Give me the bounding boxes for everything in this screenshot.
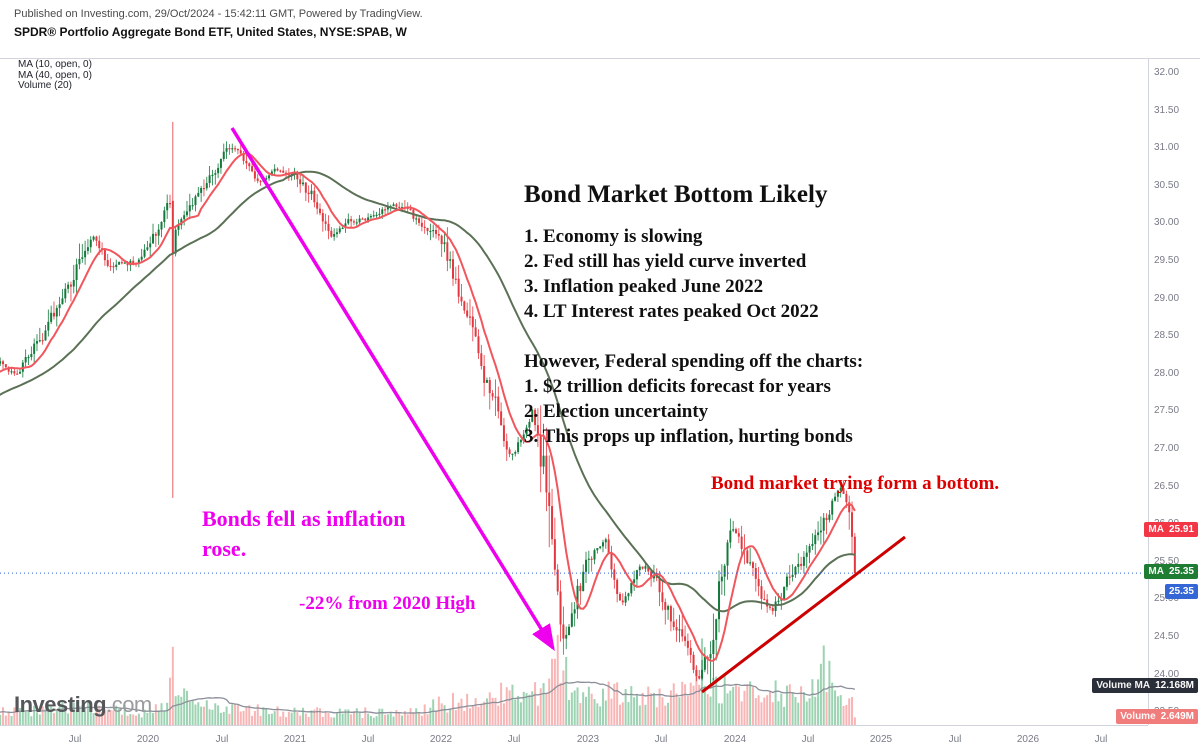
support-trendline xyxy=(701,535,906,694)
time-tick-label: Jul xyxy=(507,734,521,745)
price-tick-label: 29.50 xyxy=(1154,255,1180,266)
thesis-line: 4. LT Interest rates peaked Oct 2022 xyxy=(524,301,819,322)
investing-logo-suffix: .com xyxy=(106,692,152,717)
volume-ma-label: Volume MA 12.168M xyxy=(1092,678,1198,693)
volume-ma-label-tag: Volume MA xyxy=(1096,680,1151,691)
thesis-line: 2. Election uncertainty xyxy=(524,401,709,422)
published-line: Published on Investing.com, 29/Oct/2024 … xyxy=(14,8,423,20)
last-price-label: 25.35 xyxy=(1164,584,1198,599)
axis-layer xyxy=(0,58,1200,726)
volume-layer xyxy=(0,634,856,725)
time-tick-label: 2021 xyxy=(283,734,307,745)
ma-lines-layer xyxy=(0,152,856,714)
price-tick-label: 32.00 xyxy=(1154,67,1180,78)
thesis-line: 1. Economy is slowing xyxy=(524,226,703,247)
time-tick-label: 2022 xyxy=(429,734,453,745)
inflation-annotation: Bonds fell as inflation rose. xyxy=(202,504,406,564)
thesis-line: 3. Inflation peaked June 2022 xyxy=(524,276,764,297)
price-tick-label: 25.50 xyxy=(1154,555,1180,567)
thesis-annotation: 1. Economy is slowing 2. Fed still has y… xyxy=(524,226,863,451)
price-tick-label: 31.50 xyxy=(1154,104,1180,116)
thesis-line xyxy=(524,326,863,351)
indicator-legend: MA (10, open, 0) MA (40, open, 0) Volume… xyxy=(18,59,92,92)
price-tick-label: 24.00 xyxy=(1154,668,1180,680)
thesis-line: However, Federal spending off the charts… xyxy=(524,351,864,372)
investing-logo: Investing.com xyxy=(14,692,152,718)
time-tick-label: Jul xyxy=(68,734,82,745)
time-tick-label: 2023 xyxy=(576,734,600,745)
price-tick-label: 29.00 xyxy=(1154,292,1180,304)
time-tick-label: Jul xyxy=(654,734,668,745)
time-tick-label: 2024 xyxy=(723,734,747,745)
ma40-label-tag: MA xyxy=(1148,566,1164,577)
drawings-layer xyxy=(0,127,1148,694)
ma10-price-label: MA 25.91 xyxy=(1144,522,1198,537)
ma10-label-tag: MA xyxy=(1148,524,1164,535)
volume-ma-label-value: 12.168M xyxy=(1155,680,1194,691)
thesis-line: 3. This props up inflation, hurting bond… xyxy=(524,426,853,447)
candles-layer xyxy=(0,121,856,686)
volume-label: Volume 2.649M xyxy=(1116,709,1198,724)
price-tick-label: 30.00 xyxy=(1154,217,1180,229)
time-tick-label: 2026 xyxy=(1016,734,1040,745)
price-tick-label: 24.50 xyxy=(1154,631,1180,642)
price-tick-label: 28.00 xyxy=(1154,367,1180,379)
thesis-line: 2. Fed still has yield curve inverted xyxy=(524,251,807,272)
thesis-title: Bond Market Bottom Likely xyxy=(524,181,828,208)
time-tick-label: Jul xyxy=(948,734,962,745)
inflation-annotation-line1: Bonds fell as inflation xyxy=(202,506,406,531)
legend-ma40: MA (40, open, 0) xyxy=(18,69,92,81)
price-tick-label: 31.00 xyxy=(1154,142,1180,154)
instrument-title: SPDR® Portfolio Aggregate Bond ETF, Unit… xyxy=(14,25,407,39)
price-tick-label: 26.50 xyxy=(1154,480,1180,492)
inflation-annotation-line2: rose. xyxy=(202,536,247,561)
volume-label-value: 2.649M xyxy=(1160,711,1194,722)
ma10-label-value: 25.91 xyxy=(1168,524,1194,535)
price-tick-label: 27.00 xyxy=(1154,443,1180,454)
ma40-label-value: 25.35 xyxy=(1168,566,1194,577)
investing-logo-bold: Investing xyxy=(14,692,107,717)
last-price-value: 25.35 xyxy=(1168,586,1194,597)
price-tick-label: 27.50 xyxy=(1154,405,1180,417)
bottom-annotation: Bond market trying form a bottom. xyxy=(711,473,1000,494)
decline-arrow xyxy=(230,127,555,651)
legend-ma10: MA (10, open, 0) xyxy=(18,59,92,70)
time-tick-label: Jul xyxy=(215,734,229,745)
ma40-price-label: MA 25.35 xyxy=(1144,564,1198,579)
time-tick-label: Jul xyxy=(801,734,815,745)
time-tick-label: 2020 xyxy=(136,734,160,745)
price-tick-label: 30.50 xyxy=(1154,179,1180,191)
thesis-line: 1. $2 trillion deficits forecast for yea… xyxy=(524,376,831,397)
drawdown-annotation: -22% from 2020 High xyxy=(299,593,476,614)
time-tick-label: Jul xyxy=(1094,734,1108,745)
volume-label-tag: Volume xyxy=(1120,711,1156,722)
time-tick-label: 2025 xyxy=(869,734,893,745)
legend-volume: Volume (20) xyxy=(18,80,72,91)
time-tick-label: Jul xyxy=(361,734,375,745)
price-tick-label: 28.50 xyxy=(1154,330,1180,342)
